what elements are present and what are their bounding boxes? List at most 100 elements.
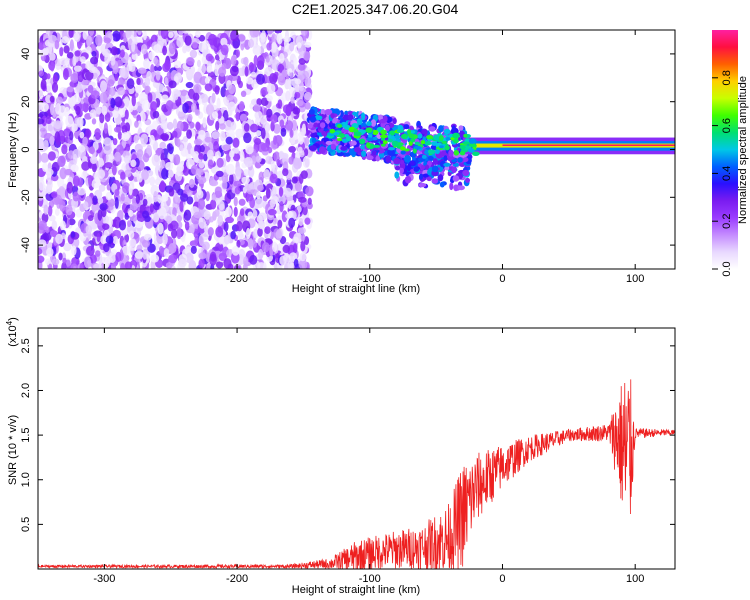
spectrogram-cell [257, 220, 266, 230]
spectrogram-cell [421, 154, 427, 159]
spectrogram-cell [141, 169, 149, 181]
spectrogram-xtick-label: -200 [226, 273, 248, 285]
spectrogram-cell [387, 134, 392, 140]
spectrogram-cell [65, 204, 73, 216]
spectrogram-cell [104, 162, 113, 169]
spectrogram-cell [294, 84, 300, 94]
spectrogram-cell [230, 55, 237, 66]
spectrogram-cell [258, 171, 265, 182]
spectrogram-cell [62, 257, 67, 264]
snr-multiplier: (x104) [5, 317, 19, 347]
spectrogram-cell [350, 140, 357, 146]
spectrogram-cell [184, 35, 192, 46]
snr-xtick-label: 0 [499, 573, 505, 585]
spectrogram-cell [244, 66, 249, 77]
spectrogram-cell [108, 252, 116, 264]
spectrogram-cell [462, 169, 470, 177]
spectrogram-cell [124, 261, 133, 269]
spectrogram-cell [165, 215, 172, 225]
spectrogram-cell [157, 222, 164, 235]
spectrogram-cell [426, 176, 432, 182]
spectrogram-cell [48, 214, 56, 222]
spectrogram-cell [185, 68, 195, 77]
spectrogram-ylabel: Frequency (Hz) [7, 112, 19, 188]
spectrogram-cell [49, 135, 55, 146]
spectrogram-cell [217, 110, 222, 119]
spectrogram-cell [47, 151, 56, 161]
spectrogram-cell [274, 30, 283, 34]
spectrogram-cell [260, 142, 270, 152]
spectrogram-cell [38, 70, 45, 77]
spectrogram-cell [105, 191, 113, 201]
spectrogram-cell [209, 254, 217, 266]
spectrogram-cell [297, 146, 303, 154]
spectrogram-cell [230, 121, 237, 131]
spectrogram-ytick-label: 20 [20, 96, 32, 108]
spectrogram-ytick-label: 40 [20, 48, 32, 60]
spectrogram-cell [173, 93, 179, 101]
spectrogram-cell [353, 131, 362, 137]
spectrogram-cell [134, 221, 143, 229]
spectrogram-cell [417, 133, 423, 139]
spectrogram-cell [98, 184, 106, 192]
spectrogram-cell [99, 112, 105, 124]
spectrogram-cell [193, 230, 199, 239]
spectrogram-cell [105, 235, 114, 244]
spectrogram-cell [361, 122, 367, 129]
spectrogram-cell [459, 150, 466, 156]
spectrogram-cell [271, 185, 277, 197]
spectrogram-cell [149, 176, 156, 186]
spectrogram-cell [151, 154, 161, 167]
spectrogram-cell [55, 96, 64, 105]
spectrogram-cell [404, 148, 410, 152]
spectrogram-cell [205, 104, 215, 116]
spectrogram-cell [245, 144, 254, 155]
spectrogram-cell [291, 119, 297, 131]
spectrogram-cell [458, 125, 464, 131]
spectrogram-cell [49, 52, 56, 61]
spectrogram-cell [325, 140, 333, 145]
spectrogram-cell [293, 158, 303, 170]
spectrogram-cell [342, 114, 350, 121]
spectrogram-cell [102, 48, 111, 58]
spectrogram-cell [260, 97, 269, 107]
spectrogram-cell [225, 163, 235, 176]
spectrogram-cell [110, 46, 118, 56]
spectrogram-cell [43, 204, 49, 215]
spectrogram-cell [288, 146, 296, 153]
spectrogram-cell [68, 218, 76, 226]
spectrogram-cells [38, 30, 675, 269]
spectrogram-cell [193, 138, 203, 146]
spectrogram-cell [288, 217, 296, 229]
snr-ytick-label: 1.0 [20, 472, 32, 487]
spectrogram-cell [114, 151, 122, 162]
spectrogram-cell [452, 132, 460, 139]
spectrogram-cell [220, 86, 227, 98]
colorbar-tick-label: 0.6 [721, 118, 733, 133]
spectrogram-cell [156, 83, 165, 93]
spectrogram-xtick-label: -300 [93, 273, 115, 285]
spectrogram-cell [387, 148, 395, 156]
spectrogram-cell [53, 120, 63, 130]
spectrogram-cell [182, 45, 187, 54]
spectrogram-cell [126, 78, 135, 89]
spectrogram-cell [304, 77, 311, 87]
spectrogram-cell [85, 46, 92, 54]
colorbar-tick-label: 0.8 [721, 70, 733, 85]
spectrogram-cell [72, 175, 80, 187]
spectrogram-cell [225, 206, 232, 217]
spectrogram-cell [201, 63, 207, 74]
snr-xlabel: Height of straight line (km) [292, 584, 420, 596]
spectrogram-cell [207, 226, 214, 237]
spectrogram-cell [97, 209, 103, 221]
spectrogram-cell [114, 72, 119, 82]
spectrogram-cell [437, 174, 444, 182]
spectrogram-cell [240, 90, 247, 98]
spectrogram-cell [121, 182, 131, 194]
spectrogram-cell [102, 223, 110, 230]
spectrogram-cell [206, 149, 214, 160]
spectrogram-cell [82, 30, 88, 40]
spectrogram-cell [131, 52, 138, 61]
spectrogram-cell [52, 258, 60, 266]
spectrogram-cell [307, 123, 313, 129]
